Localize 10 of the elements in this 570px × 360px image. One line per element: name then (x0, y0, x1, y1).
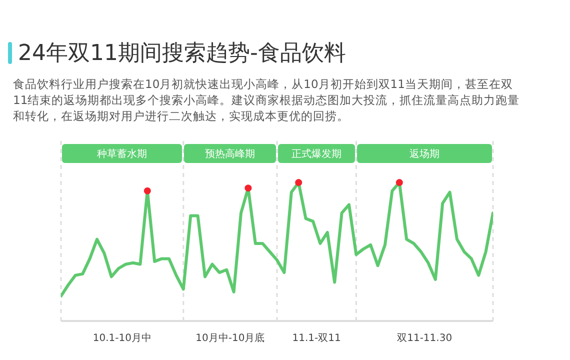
text: 11.1-双11 (292, 333, 341, 344)
text: 双11-11.30 (397, 333, 452, 344)
chart-title: 24年双11期间搜索趋势-食品饮料 (18, 40, 346, 68)
text: 10月中-10月底 (196, 333, 265, 344)
text: 10.1-10月中 (92, 333, 152, 344)
text: 返场期 (410, 148, 440, 160)
text: 正式爆发期 (292, 148, 342, 160)
text: 种草蓄水期 (97, 148, 148, 160)
chart-subtitle: 食品饮料行业用户搜索在10月初就快速出现小高峰，从10月初开始到双11当天期间，甚至在双11结束的返场期都出现多个搜索小高峰。建议商家根据动态图加大投流，抓住流量高点助力跑量和转化，在返场期对用户进行二次触达，实现成本更优的回捞。 (13, 76, 521, 124)
text: 预热高峰期 (205, 148, 256, 160)
